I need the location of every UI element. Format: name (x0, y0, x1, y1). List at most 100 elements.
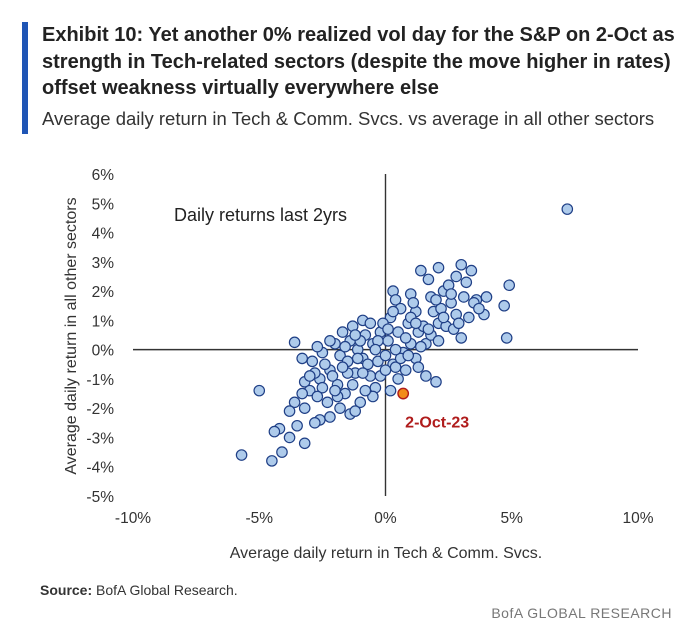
brand-footer: BofA GLOBAL RESEARCH (491, 605, 672, 621)
y-tick-label: -3% (86, 430, 114, 447)
data-point (500, 332, 513, 344)
data-point (288, 396, 301, 409)
chart-annotation: Daily returns last 2yrs (174, 205, 347, 225)
data-point (455, 258, 468, 271)
highlight-label: 2-Oct-23 (405, 415, 469, 432)
data-point (326, 370, 339, 382)
data-point (382, 335, 394, 347)
accent-bar (22, 22, 28, 134)
data-point (283, 405, 296, 417)
data-points (235, 203, 574, 467)
data-point (321, 396, 334, 409)
data-point (382, 323, 394, 335)
data-point (283, 431, 296, 444)
data-point (498, 299, 510, 312)
x-tick-label: 10% (622, 510, 653, 527)
data-point (561, 203, 574, 215)
data-point (298, 402, 311, 414)
data-point (346, 378, 359, 391)
data-point (319, 358, 331, 371)
data-point (463, 311, 475, 324)
data-point (336, 326, 349, 338)
y-tick-label: -2% (86, 401, 114, 418)
y-tick-label: 3% (92, 255, 115, 272)
data-point (369, 343, 382, 356)
data-point (465, 264, 478, 277)
data-point (359, 384, 372, 397)
data-point (311, 390, 324, 403)
data-point (389, 343, 402, 356)
highlight-group: 2-Oct-23 (397, 387, 469, 432)
data-point (303, 370, 316, 382)
highlight-point (397, 387, 410, 400)
data-point (379, 349, 392, 362)
y-tick-label: -4% (86, 460, 114, 477)
data-point (415, 340, 427, 353)
data-point (422, 323, 435, 335)
data-point (324, 335, 336, 347)
data-point (253, 384, 266, 397)
data-point (362, 358, 374, 371)
data-point (412, 361, 425, 373)
data-point (437, 311, 450, 324)
data-point (450, 270, 462, 283)
data-point (308, 417, 321, 429)
x-tick-label: 0% (374, 510, 397, 527)
scatter-chart: -5%-4%-3%-2%-1%0%1%2%3%4%5%6%-10% -5% 0% 5%… (63, 167, 654, 562)
y-tick-label: -1% (86, 372, 114, 389)
data-point (379, 364, 392, 376)
data-point (399, 364, 412, 376)
chart-title: Exhibit 10: Yet another 0% realized vol … (42, 24, 675, 99)
data-point (324, 411, 336, 423)
y-axis-label: Average daily return in all other sector… (63, 197, 80, 474)
data-point (306, 355, 319, 368)
x-tick-label: -5% (245, 510, 273, 527)
data-point (420, 370, 432, 382)
data-point (455, 332, 468, 344)
x-axis-label: Average daily return in Tech & Comm. Svc… (230, 545, 542, 562)
data-point (430, 376, 442, 388)
y-tick-label: 5% (92, 196, 115, 213)
data-point (276, 446, 288, 458)
x-tick-label: 5% (501, 510, 524, 527)
data-point (367, 390, 379, 403)
data-point (296, 387, 308, 400)
data-point (457, 291, 470, 303)
data-point (460, 276, 473, 289)
data-point (432, 261, 445, 274)
data-point (329, 384, 341, 397)
data-point (291, 419, 303, 432)
source-text: BofA Global Research. (96, 582, 238, 598)
data-point (389, 294, 402, 306)
data-point (336, 361, 349, 373)
data-point (503, 279, 516, 292)
tick-labels: -5%-4%-3%-2%-1%0%1%2%3%4%5%6%-10% -5% 0% 5%… (86, 167, 653, 527)
data-point (430, 294, 442, 306)
axes (133, 174, 638, 496)
data-point (298, 437, 311, 450)
data-point (334, 349, 346, 362)
data-point (316, 381, 329, 394)
chart-subtitle: Average daily return in Tech & Comm. Svc… (42, 108, 655, 129)
data-point (296, 352, 308, 365)
data-point (422, 273, 435, 286)
data-point (354, 396, 367, 409)
data-point (339, 340, 351, 353)
data-point (480, 291, 493, 303)
y-tick-label: 4% (92, 226, 115, 243)
data-point (364, 317, 377, 330)
data-point (407, 297, 420, 309)
data-point (409, 317, 422, 330)
y-tick-label: 2% (92, 284, 115, 301)
data-point (288, 336, 301, 349)
data-point (392, 373, 404, 385)
data-point (384, 384, 397, 397)
data-point (356, 367, 369, 379)
data-point (349, 329, 361, 341)
data-point (268, 425, 281, 438)
y-tick-label: -5% (86, 489, 114, 506)
data-point (387, 305, 399, 318)
data-point (432, 335, 445, 347)
data-point (445, 288, 457, 300)
data-point (452, 317, 465, 330)
